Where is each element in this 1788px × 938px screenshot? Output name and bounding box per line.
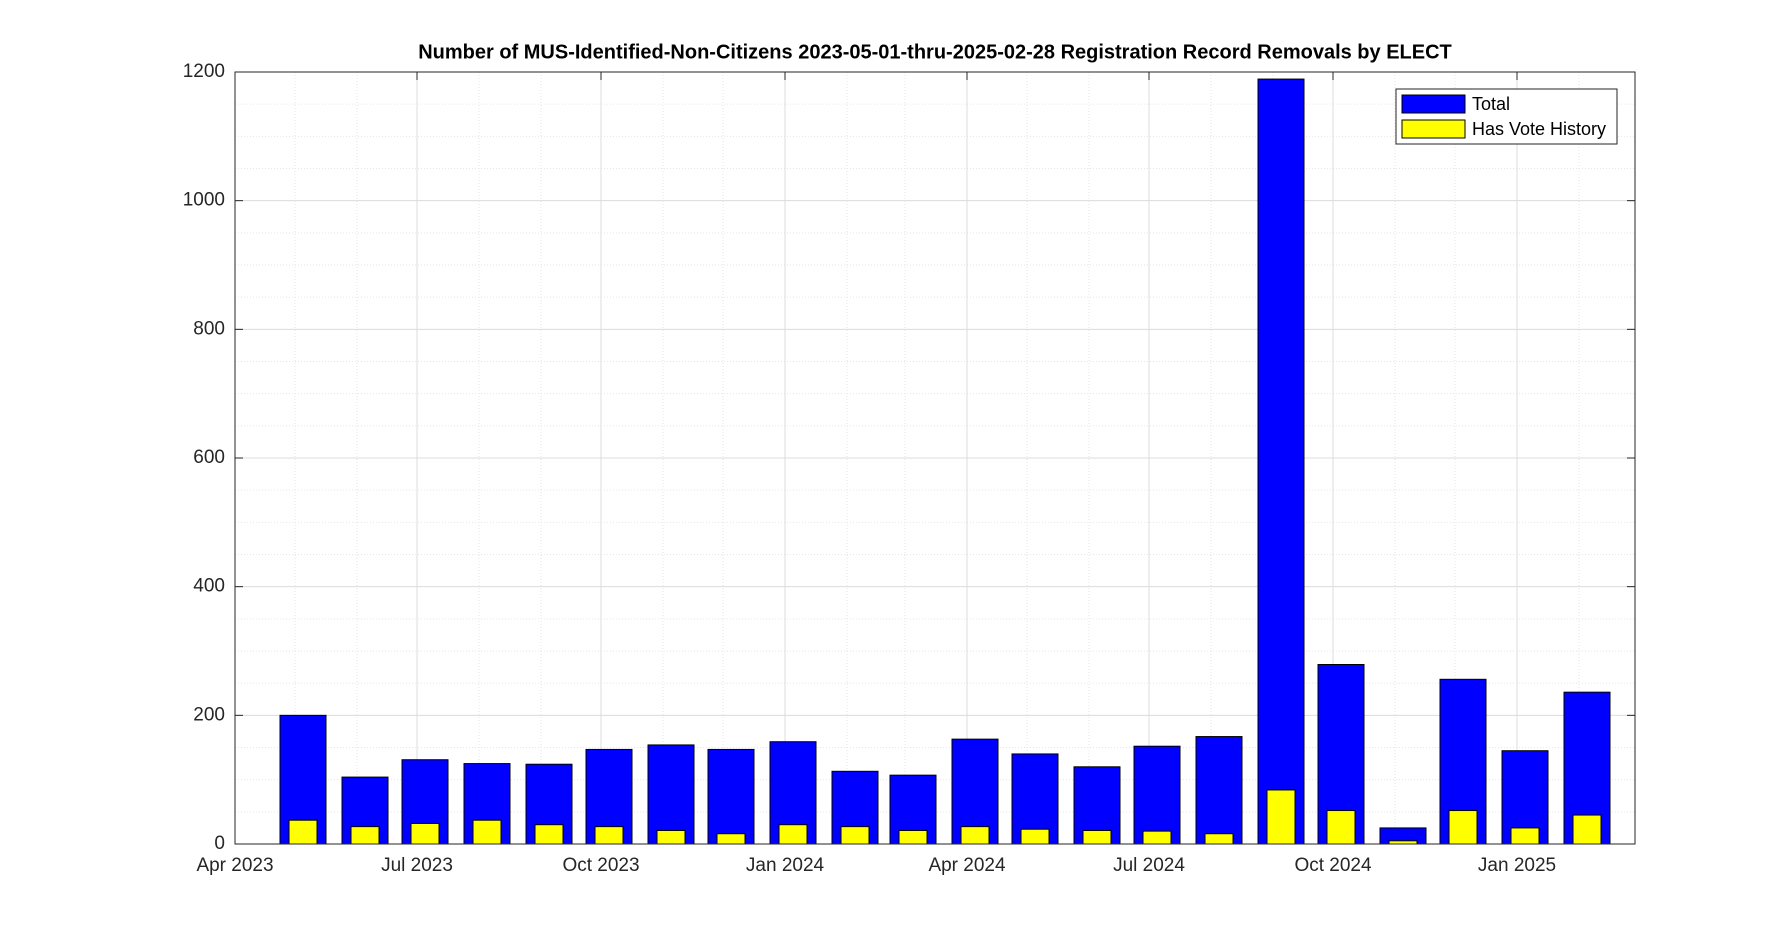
x-tick-label: Jan 2025: [1478, 855, 1556, 876]
y-tick-label: 800: [193, 318, 225, 339]
bar: [778, 824, 808, 845]
bar: [594, 826, 624, 845]
bar: [840, 826, 870, 845]
bar: [1204, 833, 1234, 845]
plot-frame: [234, 71, 1636, 845]
bar: [1195, 736, 1243, 845]
x-tick-label: Apr 2024: [928, 855, 1006, 876]
y-tick-label: 600: [193, 447, 225, 468]
y-tick-label: 200: [193, 704, 225, 725]
bar: [1142, 830, 1172, 845]
bar: [1082, 829, 1112, 845]
legend-label: Has Vote History: [1472, 119, 1606, 139]
x-tick-label: Oct 2024: [1294, 855, 1372, 876]
bar: [410, 822, 440, 845]
bar: [716, 833, 746, 845]
y-tick-label: 400: [193, 576, 225, 597]
bar: [1326, 810, 1356, 845]
bar: [707, 748, 755, 845]
bar: [288, 819, 318, 845]
bar: [898, 829, 928, 845]
bar: [350, 826, 380, 845]
bar: [1133, 745, 1181, 845]
legend-swatch: [1401, 94, 1466, 114]
bar: [1317, 664, 1365, 845]
y-tick-label: 0: [214, 833, 225, 854]
bar: [1572, 814, 1602, 845]
y-tick-label: 1000: [183, 190, 225, 211]
bar: [534, 824, 564, 845]
bar: [960, 826, 990, 845]
bar: [1448, 810, 1478, 845]
x-tick-label: Jul 2024: [1113, 855, 1185, 876]
x-tick-label: Oct 2023: [562, 855, 639, 876]
bar: [656, 829, 686, 845]
x-tick-label: Apr 2023: [196, 855, 273, 876]
bar: [1020, 828, 1050, 845]
y-tick-label: 1200: [183, 61, 225, 82]
bar: [1510, 827, 1540, 845]
bar: [472, 819, 502, 845]
bar: [1266, 789, 1296, 845]
legend-swatch: [1401, 119, 1466, 139]
chart-title: Number of MUS-Identified-Non-Citizens 20…: [418, 41, 1452, 63]
legend-label: Total: [1472, 94, 1510, 114]
x-tick-label: Jan 2024: [746, 855, 825, 876]
bar: [1257, 78, 1305, 845]
bar: [647, 744, 695, 845]
x-tick-label: Jul 2023: [381, 855, 453, 876]
